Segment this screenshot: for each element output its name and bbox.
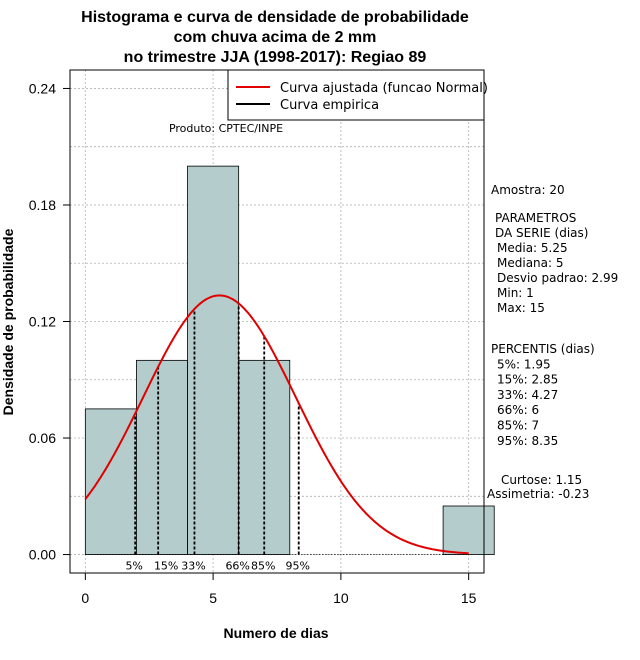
percentile-marker-label: 33% bbox=[181, 560, 205, 573]
skewness: Assimetria: -0.23 bbox=[487, 487, 589, 501]
histogram-bar bbox=[187, 165, 240, 555]
x-tick-label: 10 bbox=[333, 590, 349, 606]
percentile-line: 66%: 6 bbox=[497, 403, 539, 417]
y-tick-label: 0.12 bbox=[29, 314, 56, 330]
x-tick-label: 15 bbox=[461, 590, 477, 606]
percentile-line: 85%: 7 bbox=[497, 419, 539, 433]
legend-box bbox=[227, 69, 485, 121]
y-tick-label: 0.06 bbox=[29, 430, 56, 446]
parameter-line: Max: 15 bbox=[497, 301, 545, 315]
x-axis-label: Numero de dias bbox=[223, 625, 328, 641]
y-tick-label: 0.18 bbox=[29, 197, 56, 213]
title-line-2: com chuva acima de 2 mm bbox=[174, 29, 377, 46]
percentile-marker-label: 5% bbox=[125, 560, 142, 573]
percentile-marker-label: 95% bbox=[285, 560, 309, 573]
percentile-marker-label: 66% bbox=[225, 560, 249, 573]
title-line-3: no trimestre JJA (1998-2017): Regiao 89 bbox=[124, 49, 427, 66]
product-credit: Produto: CPTEC/INPE bbox=[169, 122, 283, 135]
percentile-line: 95%: 8.35 bbox=[497, 434, 558, 448]
parameter-line: DA SERIE (dias) bbox=[495, 226, 588, 240]
percentile-marker-label: 15% bbox=[154, 560, 178, 573]
percentile-line: PERCENTIS (dias) bbox=[491, 342, 595, 356]
percentile-marker-label: 85% bbox=[251, 560, 275, 573]
title-line-1: Histograma e curva de densidade de proba… bbox=[81, 9, 469, 26]
kurtosis: Curtose: 1.15 bbox=[501, 473, 582, 487]
histogram-bars bbox=[84, 165, 495, 555]
histogram-bar bbox=[136, 359, 188, 555]
percentile-markers: 5% 15% 33% 66% 85% 95% bbox=[85, 303, 469, 573]
sample-size: Amostra: 20 bbox=[491, 183, 565, 197]
y-tick-label: 0.24 bbox=[29, 80, 56, 96]
x-tick-label: 5 bbox=[209, 590, 217, 606]
percentile-line: 15%: 2.85 bbox=[497, 373, 558, 387]
parameter-line: PARAMETROS bbox=[495, 211, 576, 225]
y-axis-label: Densidade de probabilidade bbox=[0, 228, 16, 415]
histogram-bar bbox=[84, 408, 137, 555]
normal-curve-layer bbox=[84, 294, 469, 555]
legend-label-empirical: Curva empirica bbox=[280, 98, 379, 113]
legend-label-fitted: Curva ajustada (funcao Normal) bbox=[280, 81, 488, 96]
histogram-bar bbox=[442, 505, 495, 555]
percentile-line: 33%: 4.27 bbox=[497, 388, 558, 402]
parameter-line: Desvio padrao: 2.99 bbox=[497, 271, 618, 285]
parameter-line: Min: 1 bbox=[497, 286, 534, 300]
x-tick-label: 0 bbox=[81, 590, 89, 606]
chart-title: Histograma e curva de densidade de proba… bbox=[81, 9, 469, 66]
axes: 0 5 10 15 0.00 0.06 0.12 0.18 0.24 bbox=[29, 80, 477, 606]
percentile-line: 5%: 1.95 bbox=[497, 357, 551, 371]
legend: Curva ajustada (funcao Normal) Curva emp… bbox=[227, 69, 488, 121]
y-tick-label: 0.00 bbox=[29, 547, 56, 563]
parameter-line: Media: 5.25 bbox=[497, 241, 568, 255]
parameter-line: Mediana: 5 bbox=[497, 256, 564, 270]
fitted-normal-curve bbox=[84, 294, 469, 555]
